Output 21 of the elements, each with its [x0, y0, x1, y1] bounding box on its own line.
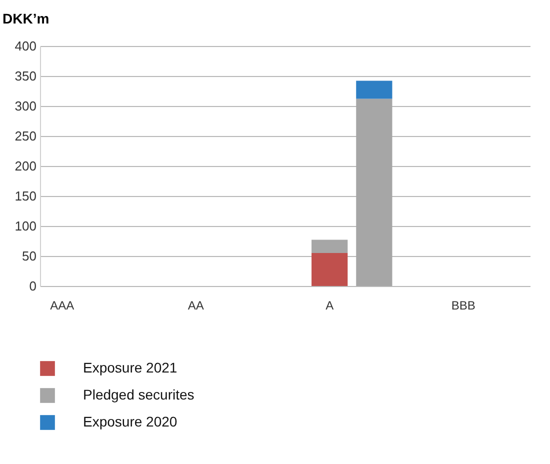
y-tick-label: 150: [14, 188, 36, 204]
bar: [356, 80, 392, 99]
y-tick-label: 250: [14, 128, 36, 144]
bar: [356, 98, 392, 286]
y-tick-label: 50: [22, 248, 36, 264]
x-tick-label: AAA: [50, 298, 74, 312]
legend-label: Exposure 2020: [83, 414, 178, 430]
y-tick-label: 350: [14, 68, 36, 84]
y-axis-title: DKK’m: [2, 10, 50, 26]
bar: [312, 240, 348, 253]
bar: [312, 253, 348, 286]
x-tick-label: BBB: [451, 298, 476, 312]
legend-label: Exposure 2021: [83, 360, 178, 376]
y-tick-label: 200: [14, 158, 36, 174]
x-tick-label: A: [326, 298, 334, 312]
y-tick-label: 0: [29, 278, 36, 294]
y-tick-label: 100: [14, 218, 36, 234]
y-tick-label: 300: [14, 98, 36, 114]
x-tick-label: AA: [188, 298, 204, 312]
legend-label: Pledged securites: [83, 386, 194, 402]
y-tick-label: 400: [14, 38, 36, 54]
